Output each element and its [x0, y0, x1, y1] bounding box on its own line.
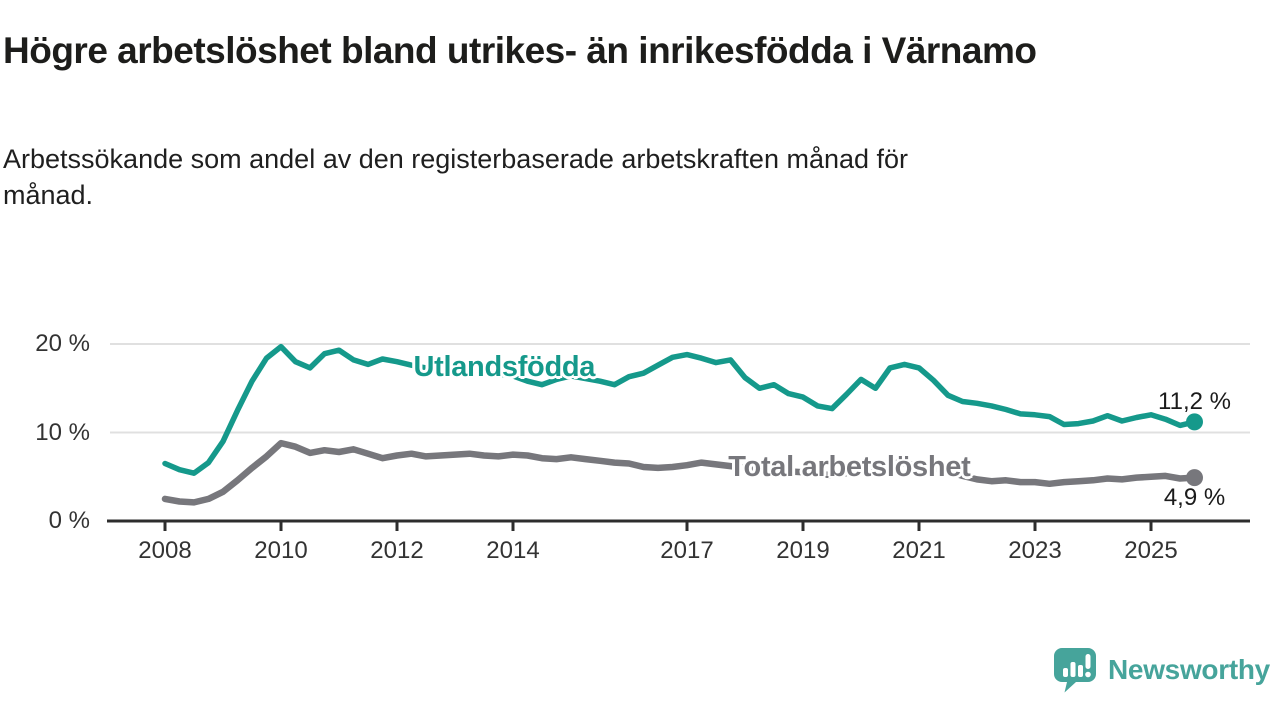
end-dot-utlandsfodda — [1186, 413, 1203, 431]
page-title: Högre arbetslöshet bland utrikes- än inr… — [3, 30, 1037, 71]
header: Högre arbetslöshet bland utrikes- än inr… — [0, 0, 1280, 213]
newsworthy-logo-text: Newsworthy — [1108, 654, 1270, 685]
page-subtitle: Arbetssökande som andel av den registerb… — [3, 144, 909, 210]
end-dot-total-arbetsloshet — [1186, 469, 1203, 487]
series-line-total-arbetsloshet — [161, 439, 1198, 506]
series-line-utlandsfodda — [162, 343, 1198, 476]
newsworthy-logo-icon — [1054, 648, 1096, 693]
newsworthy-logo[interactable]: Newsworthy — [1052, 646, 1270, 694]
